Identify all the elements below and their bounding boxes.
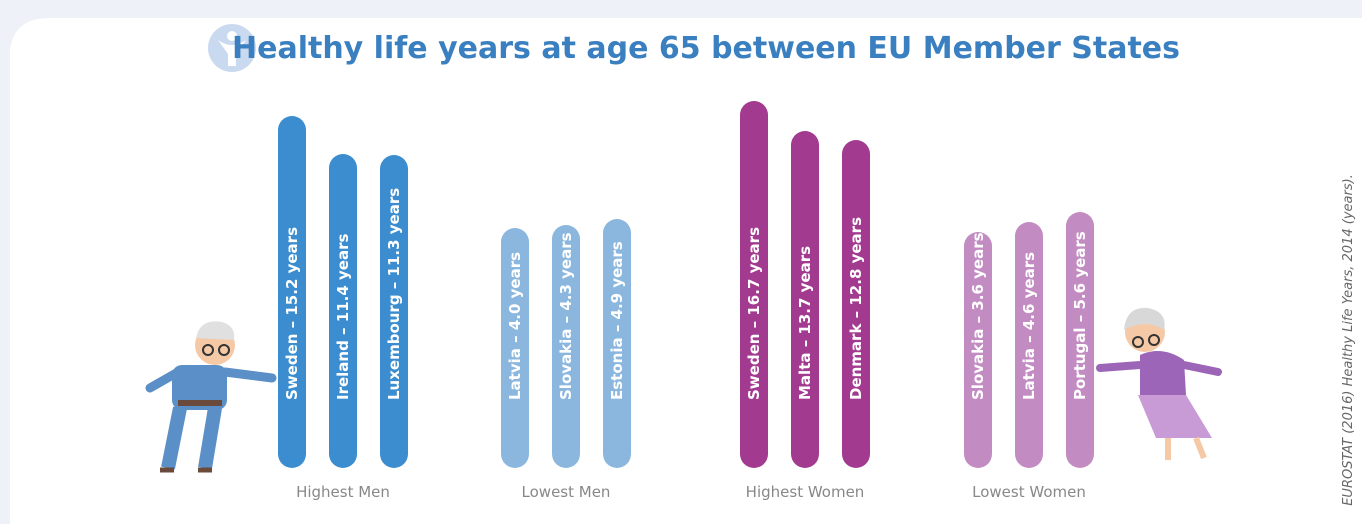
bar-value-label: Sweden – 15.2 years <box>283 227 301 400</box>
bar-value-label: Ireland – 11.4 years <box>334 234 352 400</box>
bar-value-label: Latvia – 4.0 years <box>506 252 524 400</box>
man-illustration <box>150 321 272 470</box>
group-label: Lowest Women <box>972 483 1086 501</box>
bar-value-label: Sweden – 16.7 years <box>745 227 763 400</box>
bar-value-label: Latvia – 4.6 years <box>1020 252 1038 400</box>
bar-value-label: Denmark – 12.8 years <box>847 217 865 400</box>
chart-title: Healthy life years at age 65 between EU … <box>232 31 1180 66</box>
bar-value-label: Slovakia – 3.6 years <box>969 232 987 400</box>
woman-illustration <box>1100 308 1218 460</box>
bar-value-label: Malta – 13.7 years <box>796 246 814 400</box>
source-note: EUROSTAT (2016) Healthy Life Years, 2014… <box>1341 174 1356 506</box>
group-label: Highest Men <box>296 483 390 501</box>
bar-value-label: Estonia – 4.9 years <box>608 241 626 400</box>
bar-value-label: Luxembourg – 11.3 years <box>385 188 403 400</box>
bar-value-label: Slovakia – 4.3 years <box>557 232 575 400</box>
group-label: Lowest Men <box>522 483 611 501</box>
group-label: Highest Women <box>746 483 865 501</box>
infographic: Healthy life years at age 65 between EU … <box>0 0 1362 524</box>
bar-value-label: Portugal – 5.6 years <box>1071 231 1089 400</box>
